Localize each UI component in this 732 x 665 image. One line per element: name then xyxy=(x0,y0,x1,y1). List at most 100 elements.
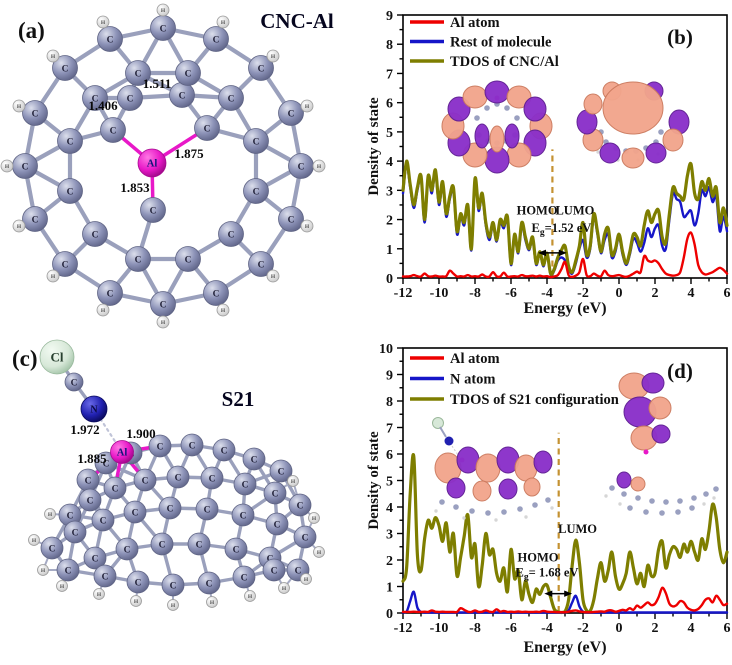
atom-label: C xyxy=(251,455,258,465)
atom-label: C xyxy=(258,260,265,270)
c-atom xyxy=(82,85,108,111)
atom-label: Al xyxy=(117,448,128,459)
c-atom xyxy=(64,372,84,392)
c-atom xyxy=(100,117,126,143)
atom-label: C xyxy=(241,573,248,583)
atom-label: C xyxy=(204,505,211,515)
bond-length-label: 1.875 xyxy=(174,146,204,161)
y-tick-label: 4 xyxy=(386,501,393,516)
atom-label: C xyxy=(170,581,177,591)
atom-label: C xyxy=(22,162,29,172)
atom-label: C xyxy=(213,35,220,45)
c-atom xyxy=(231,503,255,527)
c-atom xyxy=(83,546,107,570)
x-tick-label: 6 xyxy=(724,286,731,301)
bond-length-label: 1.511 xyxy=(143,76,172,91)
atom-label: C xyxy=(103,459,110,469)
y-tick-label: 8 xyxy=(386,395,393,410)
c-atom xyxy=(97,280,123,306)
atom-label: H xyxy=(271,274,276,280)
atom-label: C xyxy=(135,578,142,588)
c-atom xyxy=(133,468,157,492)
atom-label: H xyxy=(221,20,226,26)
bond-length-label: 1.853 xyxy=(120,180,150,195)
atom-label: C xyxy=(295,566,302,576)
h-atom xyxy=(167,599,179,611)
atom-label: C xyxy=(179,91,186,101)
atom-label: C xyxy=(62,64,69,74)
y-axis-title: Density of state xyxy=(366,431,382,530)
atom-label: C xyxy=(157,442,164,452)
atom-label: C xyxy=(274,520,281,530)
h-atom xyxy=(300,99,314,113)
atom-label: C xyxy=(92,94,99,104)
atom-label: C xyxy=(189,441,196,451)
atom-label: C xyxy=(110,126,117,136)
h-atom xyxy=(287,475,299,487)
atom-label: Al xyxy=(147,159,158,170)
x-tick-label: 6 xyxy=(724,621,731,636)
al-atom xyxy=(110,440,134,464)
c-atom xyxy=(56,558,80,582)
c-atom xyxy=(63,520,87,544)
atom-label: C xyxy=(228,94,235,104)
atom-label: H xyxy=(210,600,215,606)
h-atom xyxy=(308,512,320,524)
c-atom xyxy=(126,570,150,594)
c-atom xyxy=(78,488,102,512)
c-atom xyxy=(175,60,201,86)
bond-length-label: 1.900 xyxy=(126,426,155,441)
atom-label: H xyxy=(101,308,106,314)
atom-label: H xyxy=(304,577,309,583)
atom-label: H xyxy=(101,20,106,26)
al-atom xyxy=(137,148,167,178)
h-atom xyxy=(300,219,314,233)
c-atom xyxy=(195,497,219,521)
h-atom xyxy=(96,15,110,29)
atom-label: H xyxy=(291,479,296,485)
x-tick-label: 2 xyxy=(652,621,659,636)
h-atom xyxy=(216,303,230,317)
h-atom xyxy=(28,534,40,546)
c-atom xyxy=(22,100,48,126)
atom-label: C xyxy=(92,230,99,240)
atom-label: N xyxy=(90,405,98,416)
c-atom xyxy=(194,115,220,141)
panel-d-dos-chart: -12 -10 -8 -6 -4 -2 0 2 4 6 0 1 2 3 4 5 6 7 8 9 10 Energy (eV… xyxy=(366,330,732,665)
atom-label: H xyxy=(17,224,22,230)
h-atom xyxy=(0,159,14,173)
h-atom xyxy=(96,303,110,317)
atom-label: H xyxy=(97,592,102,598)
c-atom xyxy=(232,565,256,589)
n-atom xyxy=(80,395,108,423)
atom-label: C xyxy=(302,533,309,543)
legend: Al atom Rest of molecule TDOS of CNC/Al xyxy=(410,15,559,70)
y-tick-label: 0 xyxy=(386,607,393,622)
c-atom xyxy=(242,447,266,471)
c-atom xyxy=(262,558,286,582)
c-atom xyxy=(57,128,83,154)
atom-label: C xyxy=(124,545,131,555)
c-atom xyxy=(203,280,229,306)
atom-label: H xyxy=(282,586,287,592)
atom-label: C xyxy=(135,69,142,79)
x-tick-label: 2 xyxy=(652,286,659,301)
atom-label: C xyxy=(102,572,109,582)
atom-label: C xyxy=(132,508,139,518)
atom-label: C xyxy=(167,504,174,514)
h-atom xyxy=(46,269,60,283)
c-atom xyxy=(224,537,248,561)
atom-label: C xyxy=(67,511,74,521)
y-tick-label: 8 xyxy=(386,38,393,53)
y-tick-label: 2 xyxy=(386,554,393,569)
y-tick-label: 3 xyxy=(386,184,393,199)
h-atom xyxy=(156,3,170,17)
h-atom xyxy=(12,99,26,113)
atom-label: C xyxy=(196,540,203,550)
atom-label: H xyxy=(5,164,10,170)
c-atom xyxy=(197,571,221,595)
atom-label: C xyxy=(185,255,192,265)
x-tick-label: -12 xyxy=(394,621,413,636)
